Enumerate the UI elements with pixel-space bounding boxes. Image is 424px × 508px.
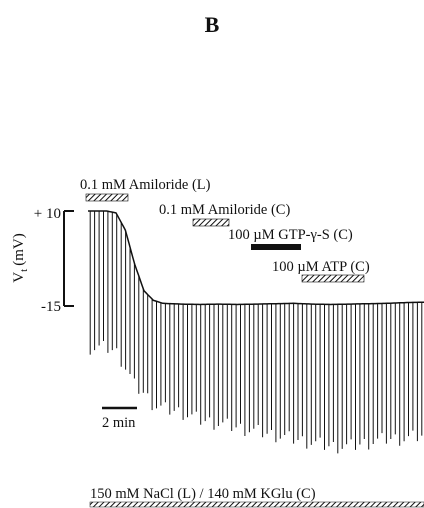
annotation-bar-hatched [85, 193, 129, 202]
scale-bar-label: 2 min [102, 415, 136, 431]
y-tick-label-top: + 10 [34, 206, 61, 222]
bath-bar-hatched [89, 501, 424, 508]
annotation-label: 0.1 mM Amiloride (C) [159, 202, 290, 218]
annotation-amiloride-l: 0.1 mM Amiloride (L) [80, 177, 211, 202]
annotation-label: 100 µM GTP-γ-S (C) [228, 227, 353, 243]
y-axis-label-main: V [11, 272, 27, 283]
annotation-gtp: 100 µM GTP-γ-S (C) [228, 227, 353, 250]
panel-label: B [205, 12, 220, 37]
scale-bar: 2 min [102, 406, 137, 431]
y-tick-label-bottom: -15 [41, 299, 61, 315]
annotation-label: 0.1 mM Amiloride (L) [80, 177, 211, 193]
y-axis-label-sub: t [18, 269, 30, 272]
annotation-bar-solid [251, 244, 301, 250]
annotation-label: 100 µM ATP (C) [272, 259, 370, 275]
y-axis-label: Vt (mV) [11, 233, 30, 282]
trace-baseline [88, 210, 424, 306]
annotation-bar-hatched [192, 218, 230, 227]
voltage-trace [88, 210, 424, 454]
y-axis: + 10 -15 Vt (mV) [11, 206, 74, 315]
annotation-amiloride-c: 0.1 mM Amiloride (C) [159, 202, 290, 227]
bath-solution: 150 mM NaCl (L) / 140 mM KGlu (C) [89, 486, 424, 508]
annotation-bar-hatched [301, 274, 365, 283]
annotation-atp: 100 µM ATP (C) [272, 259, 370, 283]
bath-label: 150 mM NaCl (L) / 140 mM KGlu (C) [90, 486, 316, 502]
y-axis-label-unit: (mV) [11, 233, 27, 266]
